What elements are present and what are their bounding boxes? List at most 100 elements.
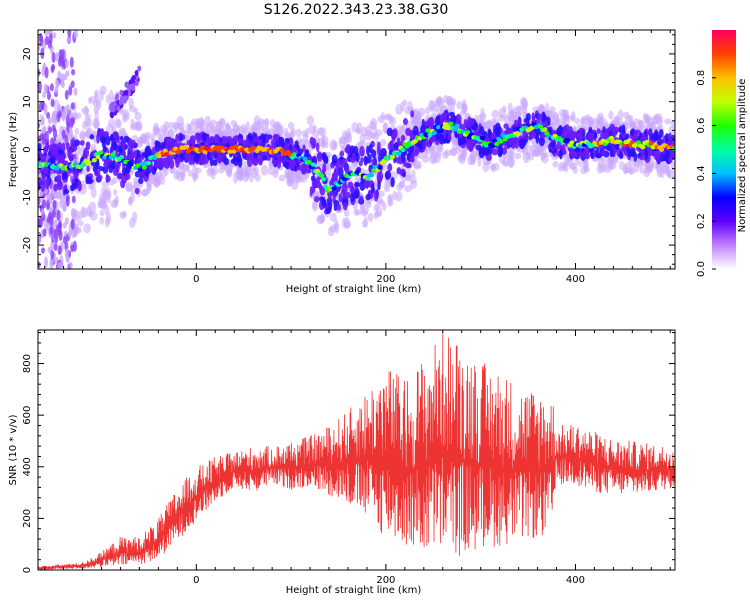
spectral-blob	[531, 112, 535, 121]
colorbar: 0.0 0.2 0.4 0.6 0.8 Normalized spectral ampli…	[696, 30, 748, 277]
spectral-blob	[116, 105, 121, 112]
spectral-blob	[355, 209, 362, 216]
spectral-peak	[314, 168, 321, 174]
spectral-blob	[380, 148, 387, 157]
spectral-blob	[177, 123, 182, 131]
spectral-blob	[183, 164, 190, 173]
spectral-blob	[101, 197, 108, 210]
spectral-blob	[112, 176, 118, 184]
spectral-blob	[585, 147, 590, 155]
spectral-blob	[187, 123, 192, 135]
spectral-blob	[373, 126, 378, 139]
spectral-blob	[290, 127, 296, 137]
spectral-peak	[396, 151, 402, 156]
spectral-peak	[139, 161, 145, 167]
spectral-blob	[277, 160, 282, 169]
y-axis-label: SNR (10 * v/v)	[8, 414, 19, 485]
spectral-blob	[100, 135, 107, 144]
spectral-peak	[364, 176, 371, 181]
spectral-blob	[104, 187, 112, 199]
spectral-peak	[490, 144, 496, 149]
spectral-blob	[237, 171, 245, 182]
spectral-blob	[88, 210, 94, 218]
spectral-blob	[38, 261, 41, 269]
spectral-blob	[103, 161, 109, 169]
y-tick-label: -10	[22, 189, 33, 205]
spectral-blob	[405, 127, 412, 136]
spectral-blob	[53, 228, 58, 240]
spectral-blob	[371, 159, 375, 166]
spectral-blob	[376, 141, 381, 153]
spectral-peak	[183, 144, 189, 150]
spectral-blob	[467, 116, 472, 127]
spectral-peak	[97, 150, 104, 155]
spectral-blob	[64, 59, 69, 68]
spectral-blob	[381, 201, 387, 211]
spectral-blob	[278, 174, 286, 182]
spectral-blob	[315, 142, 320, 153]
spectral-blob	[155, 177, 162, 186]
spectral-blob	[43, 256, 48, 269]
spectral-blob	[160, 177, 166, 186]
spectral-blob	[40, 116, 45, 126]
spectral-blob	[173, 171, 180, 180]
spectral-blob	[167, 145, 172, 152]
spectral-blob	[53, 242, 58, 252]
spectral-blob	[639, 154, 646, 161]
spectral-blob	[286, 177, 293, 187]
spectral-blob	[311, 185, 316, 194]
spectral-peak	[135, 163, 141, 168]
spectral-blob	[371, 182, 375, 193]
spectral-blob	[514, 138, 520, 149]
spectral-peak	[648, 141, 654, 146]
spectral-blob	[180, 170, 186, 181]
spectral-blob	[596, 128, 601, 134]
spectral-blob	[39, 153, 46, 165]
y-tick-label: 10	[22, 95, 33, 108]
spectral-blob	[390, 177, 395, 188]
spectral-blob	[289, 160, 294, 170]
spectral-blob	[73, 208, 78, 217]
spectral-blob	[600, 130, 604, 140]
spectral-blob	[373, 211, 378, 220]
spectral-blob	[312, 138, 317, 148]
x-axis-label: Height of straight line (km)	[286, 585, 422, 596]
spectral-blob	[314, 196, 320, 203]
spectral-blob	[119, 211, 127, 220]
spectral-blob	[160, 124, 168, 132]
spectral-blob	[349, 145, 355, 154]
y-tick-label: 200	[22, 509, 33, 528]
x-tick-label: 200	[376, 274, 395, 285]
spectral-blob	[260, 150, 264, 159]
spectral-blob	[338, 193, 343, 203]
spectral-blob	[257, 118, 265, 126]
spectral-blob	[392, 128, 398, 139]
spectral-blob	[184, 152, 191, 161]
spectral-blob	[46, 91, 51, 101]
x-tick-label: 200	[376, 575, 395, 586]
spectral-blob	[387, 195, 393, 206]
spectral-blob	[50, 249, 55, 260]
spectral-blob	[304, 149, 310, 157]
spectral-blob	[44, 35, 49, 46]
spectral-blob	[99, 90, 104, 102]
spectral-blob	[85, 113, 91, 120]
spectral-blob	[175, 133, 179, 145]
spectral-blob	[57, 148, 64, 155]
spectral-blob	[525, 113, 531, 121]
colorbar-tick-label: 0.0	[696, 261, 707, 277]
spectral-blob	[564, 126, 569, 133]
spectral-blob	[262, 155, 267, 161]
spectral-blob	[549, 140, 556, 148]
spectral-blob	[134, 187, 140, 195]
spectral-blob	[40, 47, 45, 60]
spectral-blob	[521, 98, 529, 108]
spectral-blob	[86, 165, 90, 173]
spectral-blob	[69, 56, 74, 68]
spectral-blob	[134, 70, 139, 77]
spectral-blob	[223, 157, 230, 166]
spectral-peak	[137, 167, 143, 172]
spectral-peak	[464, 130, 471, 135]
spectral-peak	[423, 132, 429, 137]
spectral-blob	[401, 151, 405, 163]
